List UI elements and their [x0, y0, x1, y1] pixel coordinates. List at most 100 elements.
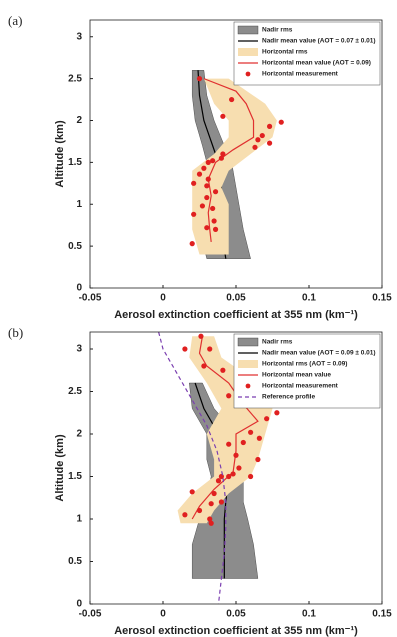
measurement-point: [204, 183, 210, 189]
measurement-point: [189, 241, 195, 247]
measurement-point: [278, 119, 284, 125]
measurement-point: [189, 489, 195, 495]
measurement-point: [236, 465, 242, 471]
measurement-point: [220, 151, 226, 157]
legend-label: Horizontal mean value (AOT = 0.09): [262, 60, 371, 67]
measurement-point: [226, 473, 232, 480]
legend-swatch: [245, 383, 251, 389]
measurement-point: [196, 507, 203, 514]
measurement-point: [215, 478, 222, 484]
measurement-point: [252, 144, 258, 150]
measurement-point: [218, 473, 224, 480]
measurement-point: [201, 363, 207, 369]
panel-label: (b): [8, 325, 23, 340]
y-tick-label: 1: [76, 514, 82, 525]
y-axis-label: Altitude (km): [54, 120, 66, 188]
measurement-point: [255, 137, 261, 143]
plot-area: [189, 70, 284, 259]
legend-label: Nadir mean value (AOT = 0.09 ± 0.01): [262, 350, 376, 357]
x-tick-label: 0.05: [226, 293, 246, 304]
mean-line: [191, 336, 259, 520]
x-tick-label: -0.05: [79, 293, 102, 304]
legend-box: [233, 21, 381, 86]
measurement-point: [220, 367, 226, 373]
x-tick-label: 0: [160, 293, 166, 304]
measurement-point: [191, 211, 197, 217]
measurement-point: [230, 471, 236, 477]
measurement-point: [248, 473, 254, 480]
x-tick-label: 0.1: [302, 293, 316, 304]
measurement-point: [208, 501, 214, 507]
x-tick-label: 0: [160, 609, 166, 620]
y-tick-label: 2.5: [68, 386, 82, 397]
measurement-point: [191, 180, 197, 186]
measurement-point: [266, 123, 273, 129]
legend-box: [233, 333, 381, 409]
measurement-point: [226, 393, 232, 399]
reference-line: [158, 332, 227, 604]
y-tick-label: 3: [76, 31, 82, 42]
y-tick-label: 0: [76, 599, 82, 610]
measurement-point: [201, 165, 207, 171]
measurement-point: [212, 226, 219, 232]
measurement-point: [204, 225, 210, 231]
measurement-point: [226, 441, 232, 447]
legend-label: Nadir rms: [262, 27, 293, 34]
measurement-point: [274, 410, 280, 416]
measurement-point: [266, 140, 273, 146]
legend-label: Horizontal rms: [262, 49, 308, 56]
measurement-point: [211, 218, 217, 224]
plot-area: [158, 332, 280, 604]
legend-label: Horizontal rms (AOT = 0.09): [262, 361, 347, 368]
y-axis-label: Altitude (km): [54, 434, 66, 502]
measurement-point: [259, 132, 265, 139]
measurement-point: [210, 205, 216, 212]
y-tick-label: 1.5: [68, 471, 82, 482]
measurement-point: [240, 439, 246, 446]
measurement-point: [248, 429, 254, 435]
x-tick-label: 0.15: [372, 609, 392, 620]
measurement-point: [207, 346, 213, 352]
measurement-point: [233, 452, 239, 458]
measurement-point: [205, 176, 211, 182]
y-tick-label: 0.5: [68, 241, 82, 252]
measurement-point: [255, 456, 261, 463]
y-tick-label: 0: [76, 283, 82, 294]
x-axis-label: Aerosol extinction coefficient at 355 nm…: [114, 309, 358, 321]
x-axis-label: Aerosol extinction coefficient at 355 nm…: [114, 625, 358, 637]
x-tick-label: 0.05: [226, 609, 246, 620]
y-tick-label: 2: [76, 115, 82, 126]
legend-swatch: [237, 25, 259, 35]
y-tick-label: 3: [76, 344, 82, 355]
legend-label: Nadir mean value (AOT = 0.07 ± 0.01): [262, 38, 376, 45]
measurement-point: [205, 159, 211, 165]
measurement-point: [199, 203, 206, 209]
measurement-point: [182, 346, 188, 352]
measurement-point: [211, 490, 217, 497]
measurement-point: [229, 96, 235, 103]
measurement-point: [208, 520, 214, 526]
panel-label: (a): [8, 13, 22, 28]
legend-label: Nadir rms: [262, 339, 293, 346]
y-tick-label: 2: [76, 429, 82, 440]
legend-swatch: [238, 48, 258, 56]
legend-label: Horizontal measurement: [262, 383, 339, 390]
measurement-point: [210, 158, 216, 164]
legend-label: Horizontal measurement: [262, 71, 339, 78]
measurement-point: [218, 155, 224, 161]
measurement-point: [196, 171, 203, 177]
measurement-point: [264, 416, 270, 422]
measurement-point: [198, 333, 204, 339]
legend-swatch: [237, 337, 259, 347]
measurement-point: [207, 516, 213, 522]
measurement-point: [196, 76, 203, 82]
x-tick-label: 0.15: [372, 293, 392, 304]
legend-label: Reference profile: [262, 394, 315, 401]
x-tick-label: -0.05: [79, 609, 102, 620]
measurement-point: [182, 512, 188, 518]
y-tick-label: 1.5: [68, 157, 82, 168]
legend-swatch: [245, 71, 251, 77]
y-tick-label: 2.5: [68, 73, 82, 84]
measurement-point: [204, 194, 210, 201]
